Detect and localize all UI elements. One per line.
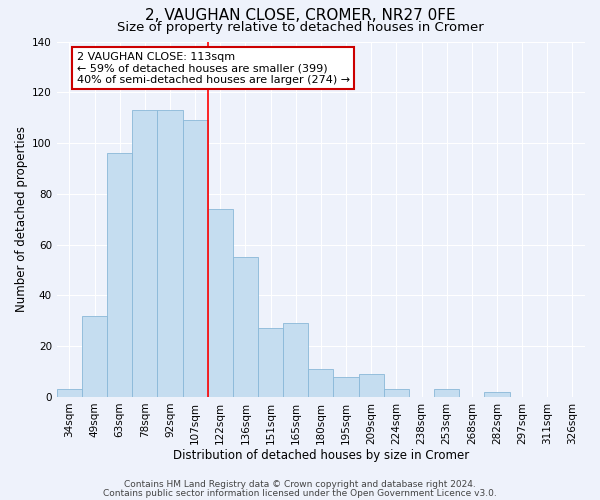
Bar [308, 369, 334, 397]
Bar [334, 376, 359, 397]
Bar [434, 390, 459, 397]
Bar [484, 392, 509, 397]
Text: Contains public sector information licensed under the Open Government Licence v3: Contains public sector information licen… [103, 488, 497, 498]
Bar [384, 390, 409, 397]
Bar [258, 328, 283, 397]
Text: Size of property relative to detached houses in Cromer: Size of property relative to detached ho… [116, 21, 484, 34]
Bar [283, 324, 308, 397]
Text: Contains HM Land Registry data © Crown copyright and database right 2024.: Contains HM Land Registry data © Crown c… [124, 480, 476, 489]
Bar [82, 316, 107, 397]
Bar [208, 209, 233, 397]
Bar [359, 374, 384, 397]
Bar [132, 110, 157, 397]
Text: 2 VAUGHAN CLOSE: 113sqm
← 59% of detached houses are smaller (399)
40% of semi-d: 2 VAUGHAN CLOSE: 113sqm ← 59% of detache… [77, 52, 350, 85]
Bar [182, 120, 208, 397]
Bar [57, 390, 82, 397]
X-axis label: Distribution of detached houses by size in Cromer: Distribution of detached houses by size … [173, 450, 469, 462]
Bar [157, 110, 182, 397]
Y-axis label: Number of detached properties: Number of detached properties [15, 126, 28, 312]
Bar [107, 153, 132, 397]
Text: 2, VAUGHAN CLOSE, CROMER, NR27 0FE: 2, VAUGHAN CLOSE, CROMER, NR27 0FE [145, 8, 455, 22]
Bar [233, 258, 258, 397]
